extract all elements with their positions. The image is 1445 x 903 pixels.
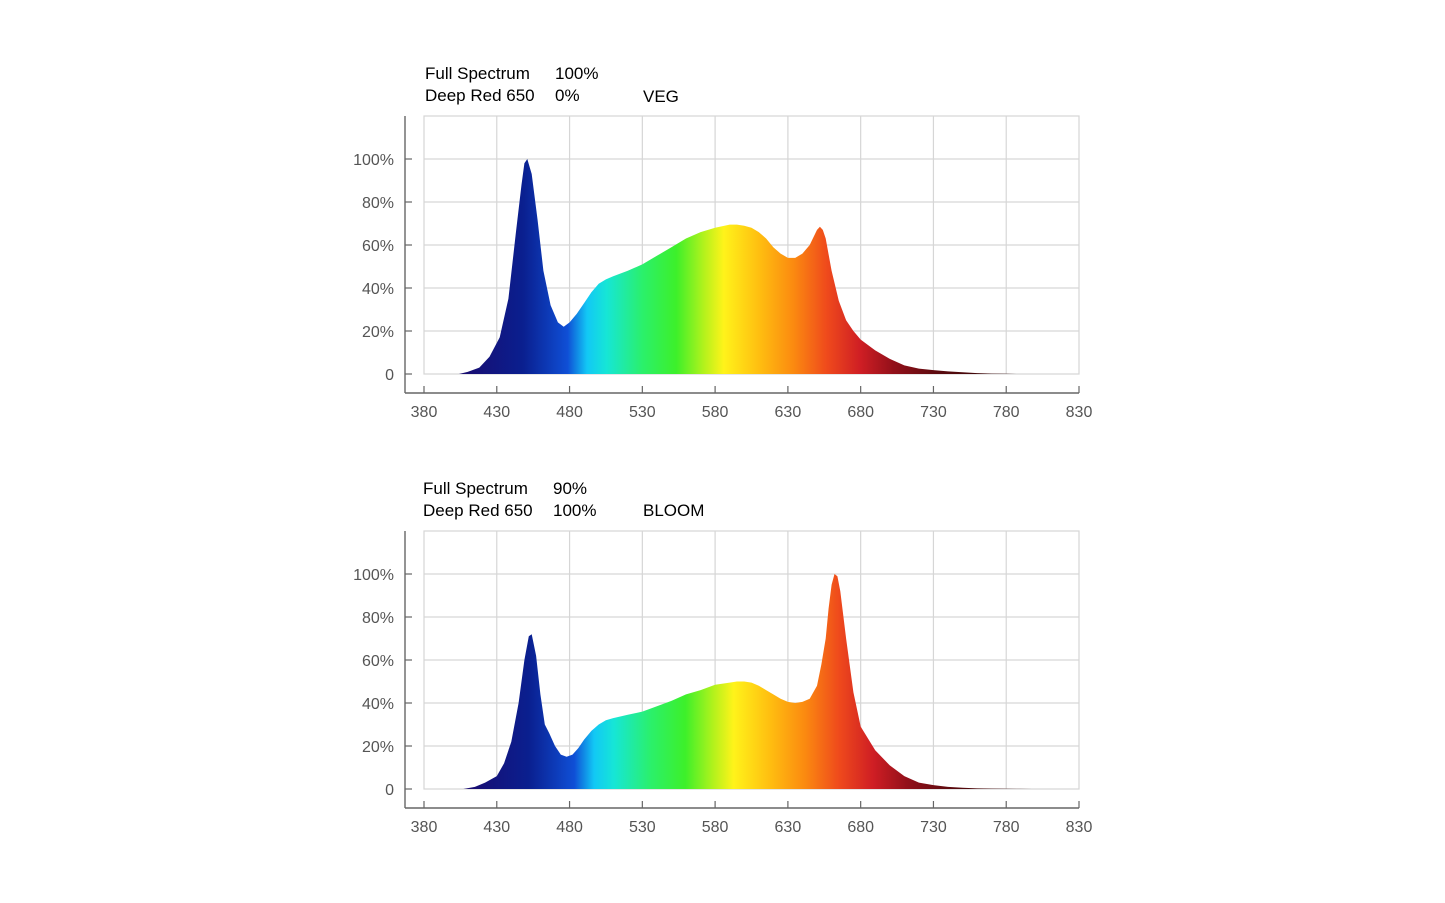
legend-full-spectrum-value: 90% [553, 479, 588, 498]
x-tick-label: 380 [411, 404, 438, 421]
y-tick-label: 40% [362, 281, 394, 298]
spectrum-area [463, 574, 1033, 789]
legend-full-spectrum-label: Full Spectrum [425, 64, 530, 83]
x-tick-label: 480 [556, 404, 583, 421]
y-tick-label: 80% [362, 610, 394, 627]
y-tick-label: 0 [385, 782, 394, 799]
mode-label: VEG [643, 87, 679, 106]
x-tick-label: 780 [993, 819, 1020, 836]
y-tick-label: 100% [353, 152, 394, 169]
spectrum-area [458, 159, 1017, 374]
y-tick-label: 0 [385, 367, 394, 384]
y-tick-label: 40% [362, 696, 394, 713]
legend-full-spectrum-label: Full Spectrum [423, 479, 528, 498]
y-tick-label: 80% [362, 195, 394, 212]
x-tick-label: 730 [920, 404, 947, 421]
bloom-spectrum-plot: 0 20% 40% 60% 80% 100% 380 430 480 530 580 630 680 73… [353, 530, 1093, 836]
legend-deep-red-label: Deep Red 650 [425, 86, 535, 105]
x-tick-label: 830 [1066, 404, 1093, 421]
y-tick-label: 100% [353, 567, 394, 584]
x-tick-label: 380 [411, 819, 438, 836]
y-tick-label: 60% [362, 238, 394, 255]
x-tick-label: 680 [847, 819, 874, 836]
veg-spectrum-plot: 0 20% 40% 60% 80% 100% 380 430 480 530 580 630 680 73… [353, 115, 1093, 421]
legend-deep-red-value: 100% [553, 501, 597, 520]
x-tick-label: 730 [920, 819, 947, 836]
x-tick-label: 530 [629, 819, 656, 836]
legend-deep-red-value: 0% [555, 86, 580, 105]
x-tick-label: 630 [775, 404, 802, 421]
x-tick-label: 680 [847, 404, 874, 421]
x-tick-label: 480 [556, 819, 583, 836]
x-tick-label: 580 [702, 404, 729, 421]
x-tick-label: 780 [993, 404, 1020, 421]
x-tick-label: 630 [775, 819, 802, 836]
legend-full-spectrum-value: 100% [555, 64, 599, 83]
x-tick-label: 430 [483, 819, 510, 836]
y-tick-label: 20% [362, 324, 394, 341]
x-tick-label: 830 [1066, 819, 1093, 836]
y-tick-label: 60% [362, 653, 394, 670]
legend-deep-red-label: Deep Red 650 [423, 501, 533, 520]
bloom-chart: Full Spectrum 90% Deep Red 650 100% BLOO… [0, 415, 1445, 836]
x-tick-label: 580 [702, 819, 729, 836]
y-tick-label: 20% [362, 739, 394, 756]
x-tick-label: 530 [629, 404, 656, 421]
x-tick-label: 430 [483, 404, 510, 421]
veg-chart: Full Spectrum 100% Deep Red 650 0% VEG 0… [0, 0, 1445, 421]
mode-label: BLOOM [643, 501, 705, 520]
